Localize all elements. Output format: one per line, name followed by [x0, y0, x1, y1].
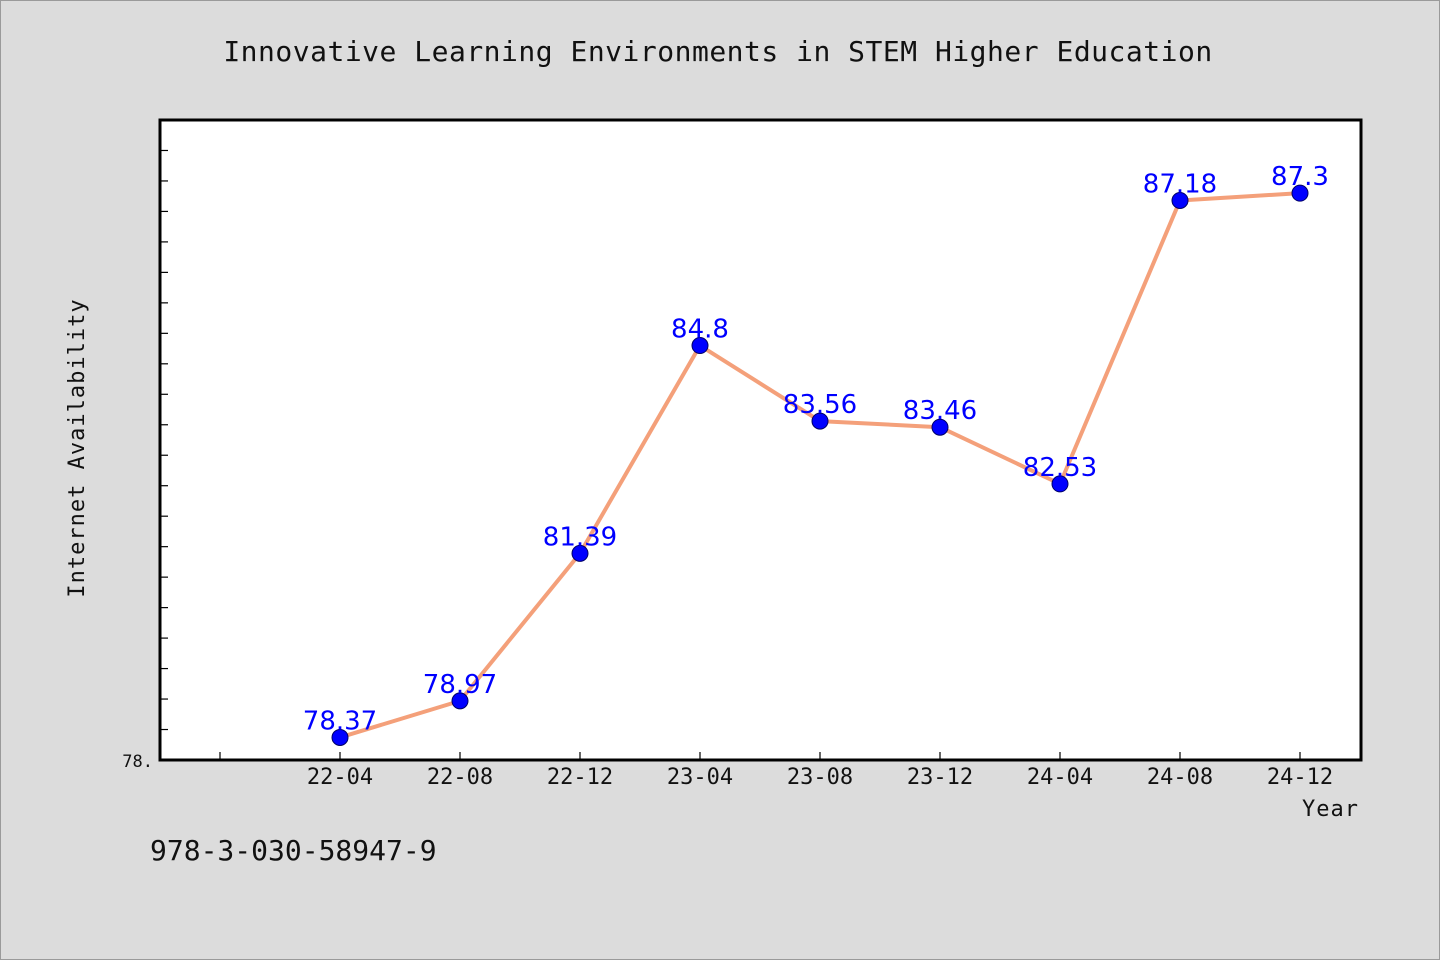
x-tick-label: 24-08: [1147, 765, 1213, 790]
x-tick-label: 23-08: [787, 765, 853, 790]
data-point: [1051, 475, 1069, 493]
data-points: [331, 184, 1309, 746]
data-label: 82.53: [1023, 453, 1097, 483]
data-label: 81.39: [543, 522, 617, 552]
data-label: 87.18: [1143, 169, 1217, 199]
data-labels: 78.37 78.97 81.39 84.8 83.56 83.46 82.53 87.18 8…: [303, 162, 1329, 736]
x-tick-label: 23-12: [907, 765, 973, 790]
plot-area: [160, 120, 1361, 760]
data-point: [1291, 184, 1309, 202]
x-tick-label: 23-04: [667, 765, 733, 790]
data-point: [451, 692, 469, 710]
x-tick-label: 24-12: [1267, 765, 1333, 790]
data-label: 78.97: [423, 670, 497, 700]
x-tick-label: 22-04: [307, 765, 373, 790]
plot-border: [158, 118, 1363, 762]
data-point: [571, 544, 589, 562]
data-label: 87.3: [1271, 162, 1329, 192]
x-tick-label: 24-04: [1027, 765, 1093, 790]
data-point: [331, 728, 349, 746]
data-label: 83.56: [783, 390, 857, 420]
data-point: [1171, 191, 1189, 209]
y-axis-label: Internet Availability: [65, 298, 90, 597]
data-label: 78.37: [303, 706, 377, 736]
y-tick-label: 78.: [122, 752, 153, 772]
data-label: 84.8: [671, 315, 729, 345]
x-axis-ticks: 22-04 22-08 22-12 23-04 23-08 23-12 24-04 24-08…: [219, 752, 1333, 790]
data-point: [931, 418, 949, 436]
x-tick-label: 22-08: [427, 765, 493, 790]
data-label: 83.46: [903, 396, 977, 426]
isbn-footnote: 978-3-030-58947-9: [150, 834, 437, 867]
x-axis-label: Year: [1302, 797, 1359, 822]
data-point: [811, 412, 829, 430]
chart-title: Innovative Learning Environments in STEM…: [223, 35, 1212, 68]
data-point: [691, 337, 709, 355]
x-tick-label: 22-12: [547, 765, 613, 790]
